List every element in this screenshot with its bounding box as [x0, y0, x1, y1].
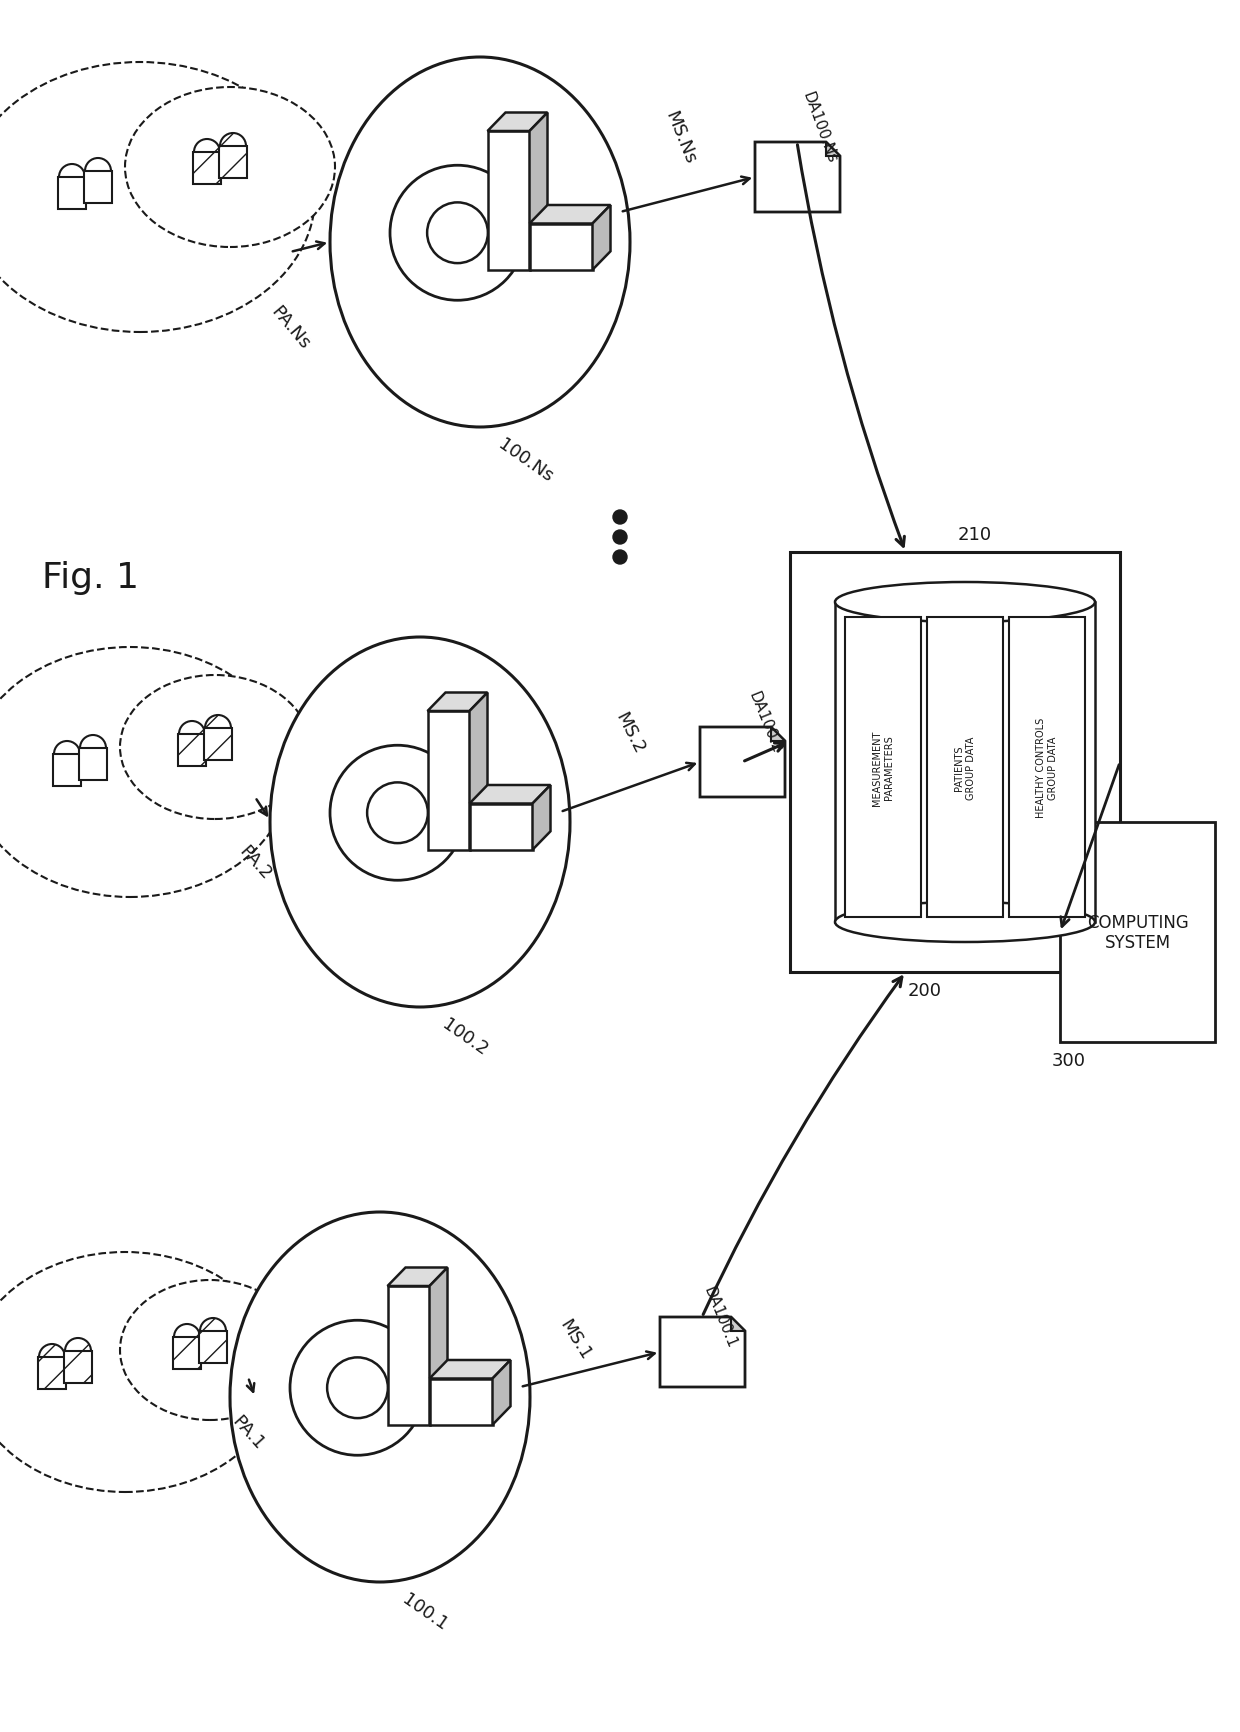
Polygon shape [429, 1360, 511, 1379]
Bar [64, 1351, 92, 1384]
Bar [219, 147, 247, 178]
Text: PATIENTS
GROUP DATA: PATIENTS GROUP DATA [954, 736, 976, 798]
Bar [58, 178, 86, 210]
Circle shape [60, 165, 86, 191]
Polygon shape [532, 786, 551, 850]
Polygon shape [387, 1287, 429, 1425]
Circle shape [613, 551, 627, 565]
Text: MEASUREMENT
PARAMETERS: MEASUREMENT PARAMETERS [872, 729, 894, 805]
Text: DA100.Ns: DA100.Ns [800, 90, 839, 166]
Circle shape [367, 783, 428, 843]
Polygon shape [387, 1268, 448, 1287]
Circle shape [330, 746, 465, 882]
Polygon shape [826, 144, 839, 158]
Text: HEALTHY CONTROLS
GROUP DATA: HEALTHY CONTROLS GROUP DATA [1035, 717, 1058, 818]
Polygon shape [428, 712, 470, 850]
Polygon shape [470, 693, 487, 850]
Circle shape [205, 715, 231, 741]
Circle shape [290, 1320, 425, 1455]
Polygon shape [487, 132, 529, 270]
Circle shape [200, 1318, 226, 1344]
Bar [928, 618, 1003, 918]
Bar [174, 1337, 201, 1370]
Polygon shape [771, 727, 785, 741]
Circle shape [427, 203, 487, 263]
Circle shape [613, 511, 627, 525]
Bar [198, 1332, 227, 1363]
Circle shape [38, 1344, 64, 1370]
Text: MS.Ns: MS.Ns [661, 109, 698, 166]
Polygon shape [429, 1379, 492, 1425]
Polygon shape [470, 786, 551, 804]
Polygon shape [732, 1318, 745, 1332]
Circle shape [391, 166, 525, 301]
Ellipse shape [835, 902, 1095, 942]
Bar [205, 729, 232, 760]
Polygon shape [492, 1360, 511, 1425]
Text: 300: 300 [1052, 1051, 1086, 1069]
Ellipse shape [120, 675, 310, 819]
Polygon shape [487, 113, 548, 132]
Bar [179, 734, 206, 767]
Polygon shape [428, 693, 487, 712]
Polygon shape [593, 206, 610, 270]
Text: DA100.1: DA100.1 [701, 1283, 739, 1351]
Text: PA.2: PA.2 [236, 842, 275, 883]
Text: COMPUTING
SYSTEM: COMPUTING SYSTEM [1086, 913, 1188, 953]
Polygon shape [529, 113, 548, 270]
Text: 100.Ns: 100.Ns [495, 436, 556, 487]
Ellipse shape [0, 1252, 280, 1493]
Polygon shape [701, 727, 785, 797]
Text: PA.Ns: PA.Ns [267, 303, 312, 353]
Ellipse shape [125, 88, 335, 248]
Ellipse shape [229, 1212, 529, 1581]
Polygon shape [529, 225, 593, 270]
Ellipse shape [270, 637, 570, 1008]
Circle shape [174, 1325, 200, 1351]
Bar [53, 755, 81, 786]
Text: MS.2: MS.2 [613, 708, 649, 757]
Bar [1009, 618, 1085, 918]
Circle shape [64, 1339, 91, 1365]
Circle shape [613, 530, 627, 544]
Polygon shape [755, 144, 839, 213]
Polygon shape [529, 206, 610, 225]
Text: 200: 200 [908, 982, 942, 999]
Polygon shape [660, 1318, 745, 1387]
Circle shape [193, 140, 219, 166]
Text: Fig. 1: Fig. 1 [42, 561, 139, 594]
Ellipse shape [330, 57, 630, 428]
Bar [193, 152, 221, 185]
Text: PA.1: PA.1 [228, 1412, 268, 1453]
Text: MS.1: MS.1 [556, 1316, 594, 1363]
Circle shape [86, 159, 112, 185]
Ellipse shape [835, 582, 1095, 622]
Circle shape [327, 1358, 388, 1419]
Text: 210: 210 [959, 527, 992, 544]
Bar [1060, 823, 1215, 1043]
Text: DA100.2: DA100.2 [745, 689, 784, 755]
Bar [790, 553, 1120, 972]
Circle shape [55, 741, 81, 767]
Polygon shape [470, 804, 532, 850]
Ellipse shape [0, 62, 315, 333]
Text: 100.1: 100.1 [399, 1590, 451, 1633]
Bar [79, 748, 107, 781]
Bar [84, 171, 112, 204]
Circle shape [81, 736, 105, 762]
Ellipse shape [0, 648, 290, 897]
Bar [38, 1358, 66, 1389]
Bar [844, 618, 921, 918]
Ellipse shape [120, 1280, 300, 1420]
Circle shape [219, 133, 246, 159]
Polygon shape [429, 1268, 448, 1425]
Bar [835, 603, 1095, 923]
Circle shape [179, 722, 205, 748]
Text: 100.2: 100.2 [439, 1015, 491, 1060]
